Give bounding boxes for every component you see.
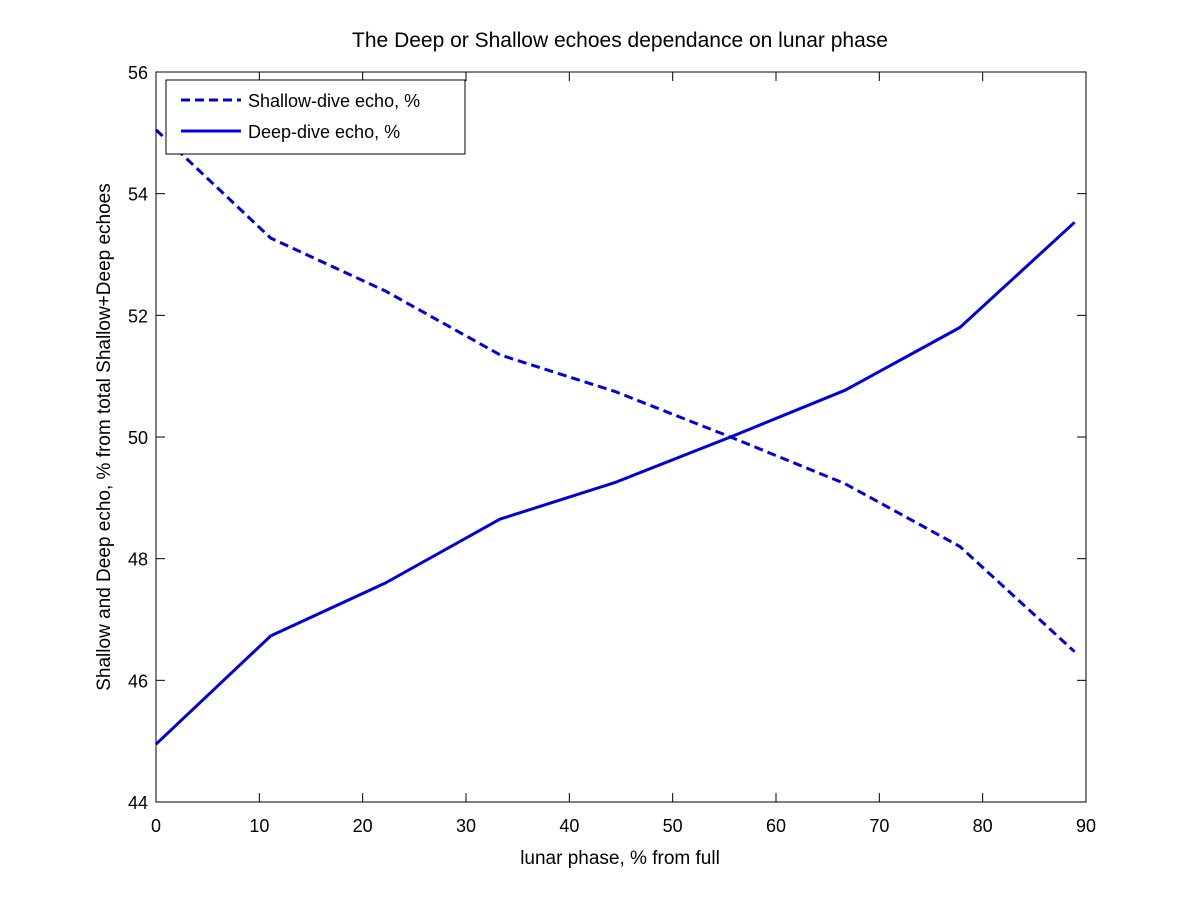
x-tick-label: 90	[1076, 816, 1096, 836]
y-tick-label: 52	[128, 306, 148, 326]
legend-label-shallow: Shallow-dive echo, %	[248, 91, 420, 111]
y-axis-label: Shallow and Deep echo, % from total Shal…	[94, 183, 115, 691]
x-tick-label: 20	[353, 816, 373, 836]
x-tick-label: 30	[456, 816, 476, 836]
axis-ticks: 0 10 20 30 40 50 60 70 80 90 44 46 48 50 52 54 56	[128, 63, 1096, 836]
legend-box	[165, 79, 466, 155]
y-tick-label: 46	[128, 671, 148, 691]
x-tick-label: 10	[249, 816, 269, 836]
chart-title: The Deep or Shallow echoes dependance on…	[352, 29, 888, 52]
legend: Shallow-dive echo, % Deep-dive echo, %	[165, 79, 466, 155]
x-axis-label: lunar phase, % from full	[520, 848, 720, 869]
x-tick-label: 80	[973, 816, 993, 836]
axes-frame	[155, 71, 1087, 803]
x-tick-label: 70	[869, 816, 889, 836]
x-tick-label: 0	[151, 816, 161, 836]
series-line-shallow	[154, 128, 1076, 653]
plot-series	[154, 128, 1076, 746]
y-tick-label: 44	[128, 793, 148, 813]
y-tick-label: 56	[128, 63, 148, 83]
y-tick-label: 54	[128, 185, 148, 205]
x-tick-label: 60	[766, 816, 786, 836]
x-tick-label: 40	[559, 816, 579, 836]
legend-label-deep: Deep-dive echo, %	[248, 122, 400, 142]
y-tick-label: 48	[128, 550, 148, 570]
x-tick-label: 50	[663, 816, 683, 836]
series-line-deep	[154, 221, 1076, 746]
y-tick-label: 50	[128, 428, 148, 448]
